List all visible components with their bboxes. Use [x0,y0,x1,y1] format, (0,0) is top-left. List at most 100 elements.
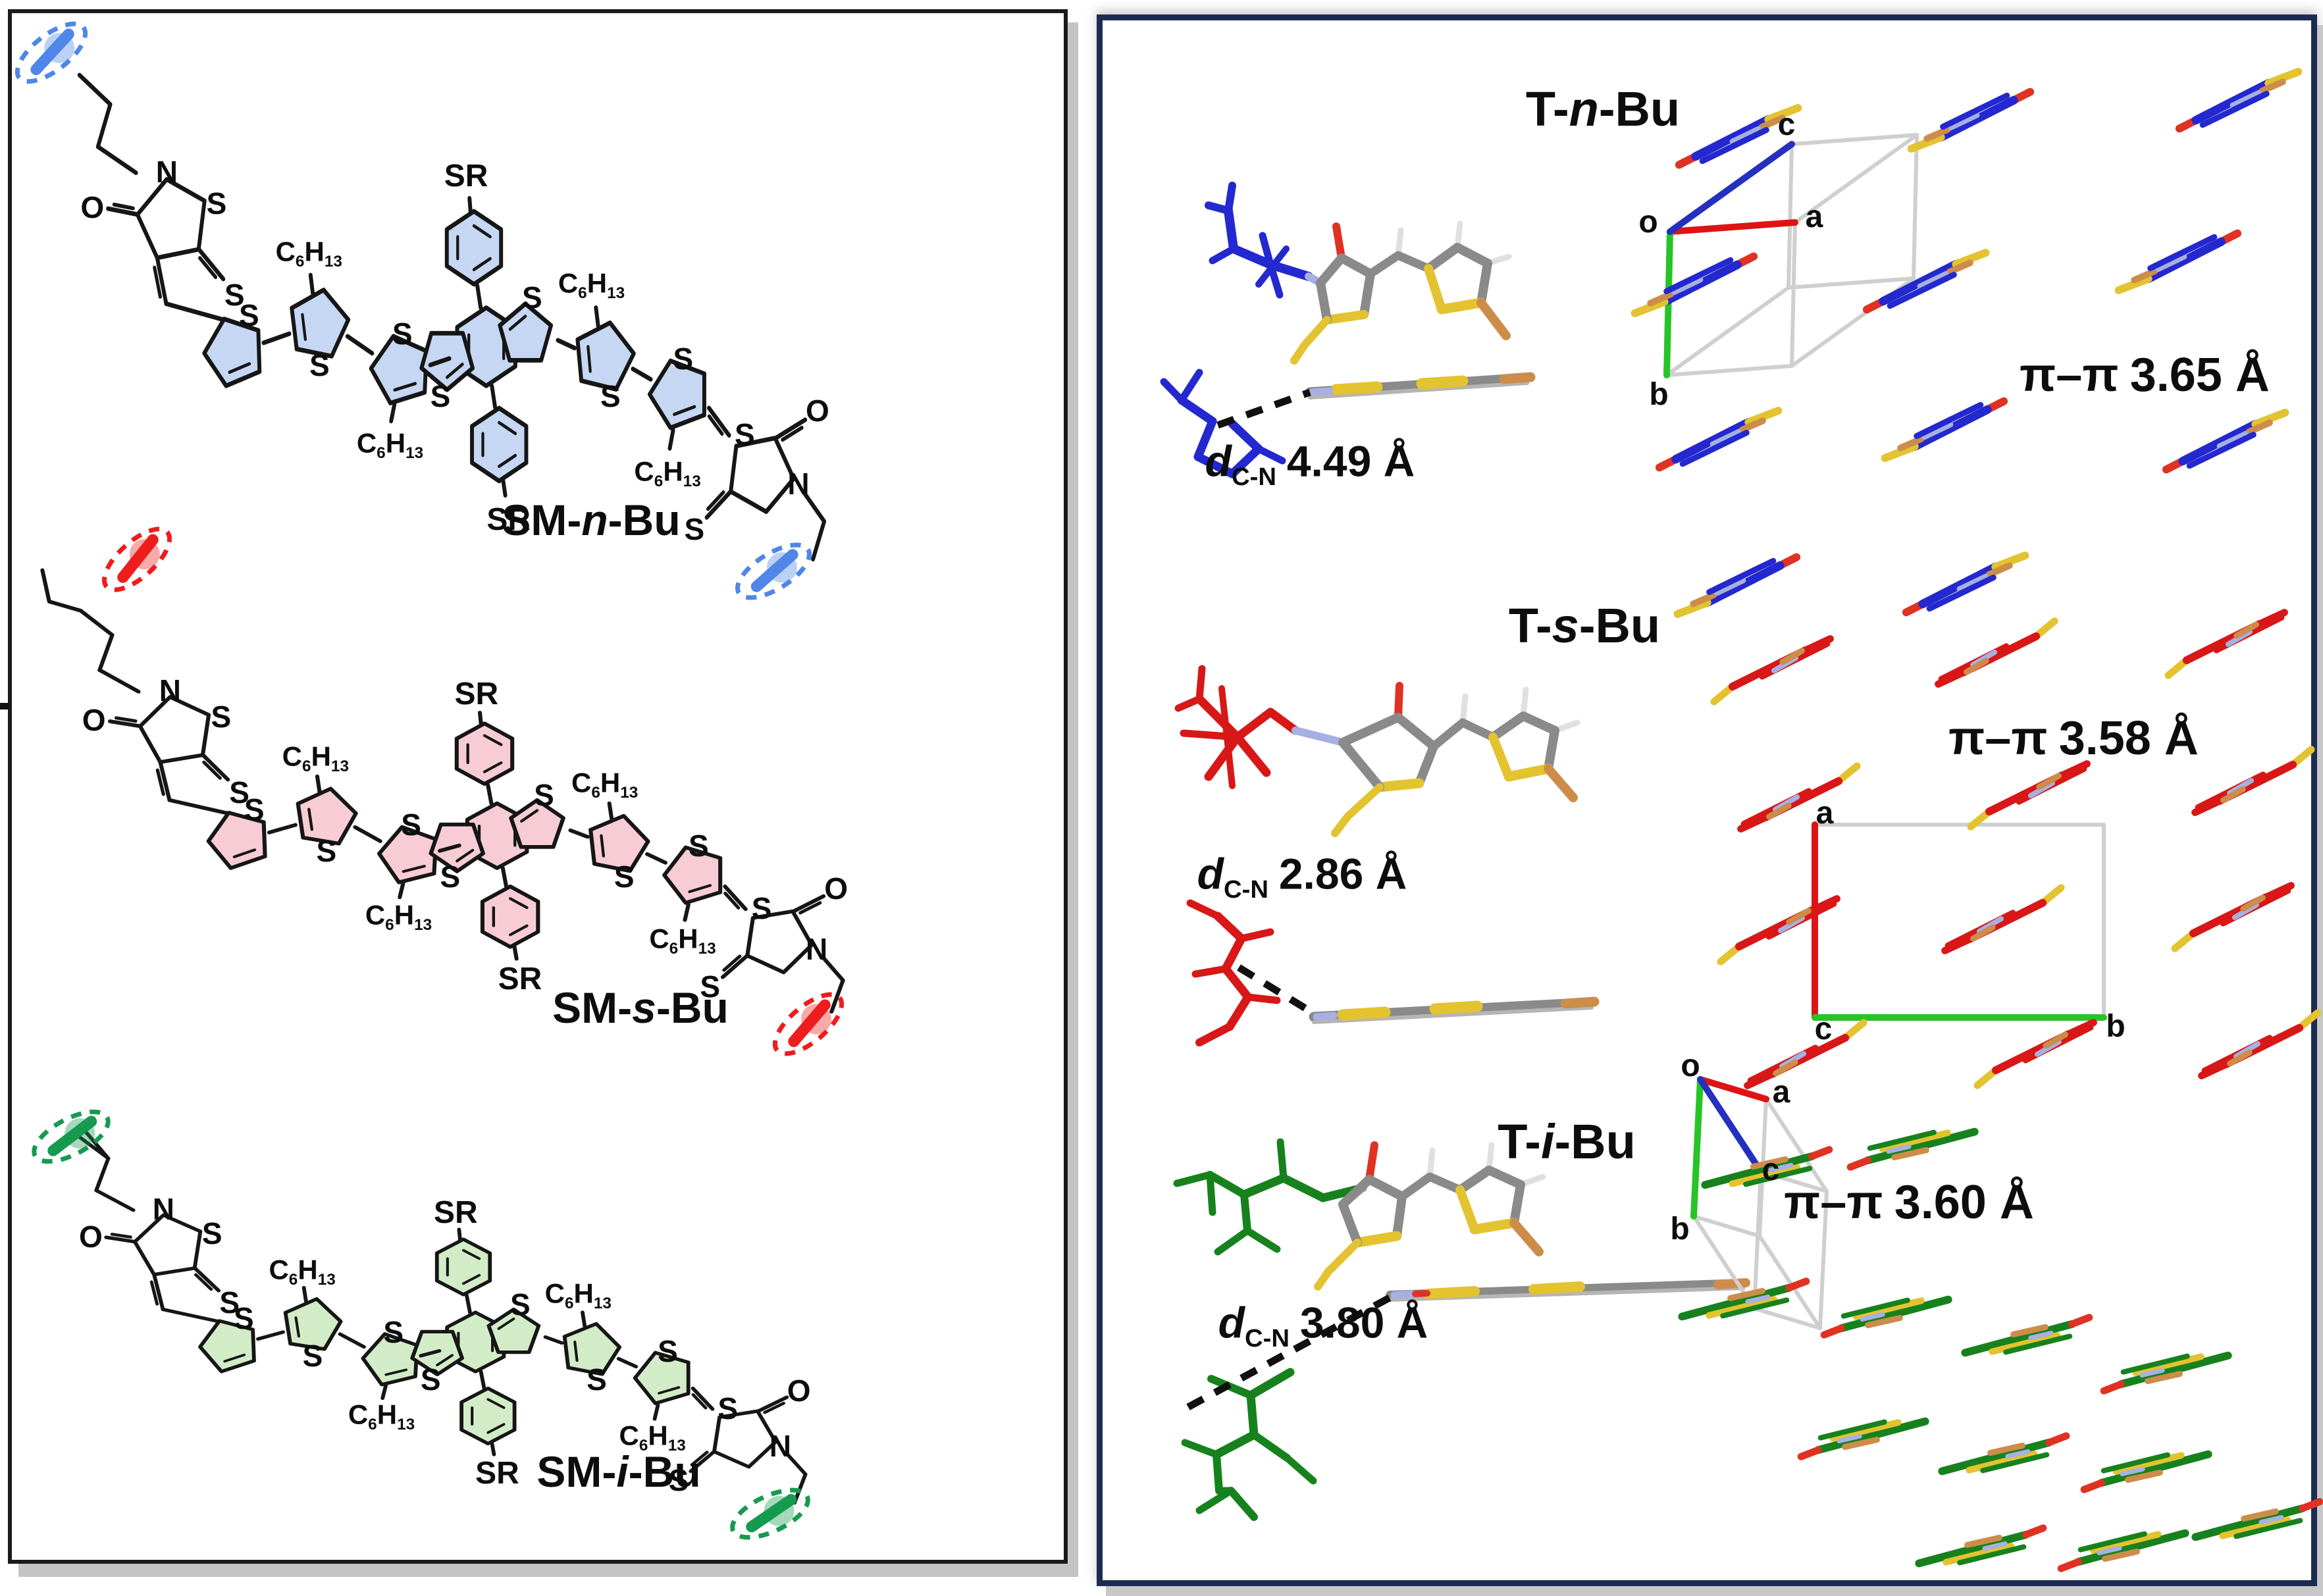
crystal-title: T-s-Bu [1509,602,1660,650]
text-part: H [600,767,621,798]
text-part: a [1772,1075,1790,1110]
packing-molecule [1673,553,1801,618]
atom-label-s: S [317,836,337,866]
text-part: S [201,1216,222,1250]
text-part: 13 [620,783,639,802]
text-part: 3.65 Å [2129,349,2270,401]
atom-label-s: S [658,1336,678,1366]
atom-label-s: S [309,350,330,380]
text-part: 6 [564,1294,574,1312]
text-part: N [159,673,181,708]
atom-label-s: S [587,1364,607,1395]
text-part: S [509,1287,531,1322]
atom-label-sr: SR [444,160,488,192]
text-part: S [316,833,337,868]
hexyl-label: C6H13 [357,429,423,462]
text-part: S [392,317,413,351]
text-part: S [238,298,259,333]
text-part: T- [1508,598,1552,653]
text-part: d [1197,849,1224,898]
text-part: 13 [683,473,701,490]
text-part: S [613,860,635,894]
atom-label-s: S [244,794,265,825]
text-part: c [1762,1152,1780,1187]
text-part: c [1814,1012,1833,1046]
molecule-label-SM-s-Bu: SM-s-Bu [552,986,729,1029]
text-part: S [668,1463,689,1497]
text-part: π–π [1948,712,2048,765]
text-part: S [735,417,755,451]
text-part: 13 [330,758,350,776]
atom-label-sr: SR [454,679,498,710]
text-part: -Bu [1579,598,1661,653]
packing-molecule [1967,760,2091,831]
text-part: H [663,455,683,487]
text-part: C [619,1420,639,1451]
axis-label-a: a [1816,798,1834,829]
atom-label-s: S [440,862,460,892]
atom-label-n: N [806,934,827,964]
text-part: s [632,983,656,1032]
text-part: C-N [1245,1324,1290,1353]
text-part: S [401,808,421,842]
text-part: b [2106,1009,2126,1044]
atom-label-s: S [431,381,451,411]
text-part: S [587,1362,607,1397]
text-part: S [689,828,709,863]
text-part: SR [498,961,542,996]
atom-label-s: S [234,1303,254,1333]
atom-label-s: S [669,1465,689,1495]
highlight-ellipse [772,992,845,1056]
atom-label-o: O [824,873,848,904]
atom-label-o: O [79,1222,103,1252]
text-part: N [155,154,178,189]
text-part: S [430,379,451,414]
text-part: d [1205,436,1232,486]
axis-label-a: a [1773,1077,1790,1108]
text-part: -Bu [628,1447,701,1496]
hexyl-label: C6H13 [558,269,625,301]
molecule-structure-SM-n-Bu [77,72,827,562]
atom-label-s: S [421,1364,441,1395]
text-part: O [787,1373,811,1408]
text-part: 6 [669,939,679,958]
packing-molecule [1737,762,1861,833]
highlight-ellipse [102,527,172,592]
text-part: 13 [607,284,625,302]
text-part: 6 [302,758,311,776]
text-part: SM- [552,983,633,1032]
text-part: o [1681,1048,1700,1083]
atom-label-s: S [239,300,259,330]
text-part: -Bu [656,983,729,1032]
packing-molecule [2164,609,2288,679]
hexyl-label: C6H13 [269,1256,335,1288]
text-part: 4.49 Å [1286,436,1415,486]
text-part: C [275,236,296,267]
axis-label-c: c [1778,109,1796,141]
text-part: S [751,890,772,925]
packing-molecule [1961,1314,2093,1357]
atom-label-s: S [224,280,245,310]
text-part: 6 [288,1270,298,1289]
packing-molecule [1678,1277,1810,1321]
dcn-label: dC-N 2.86 Å [1197,852,1407,903]
axis-label-b: b [1649,379,1668,411]
text-part: O [824,871,848,906]
text-part: 13 [317,1270,336,1289]
text-part: N [805,932,828,967]
packing-molecule [1902,552,2029,617]
text-part: H [573,1277,594,1309]
text-part: b [1649,377,1669,412]
packing-molecule [2057,1529,2189,1572]
text-part: H [648,1420,668,1451]
text-part: H [377,1399,398,1430]
text-part: C [544,1277,565,1309]
text-part: C [649,923,669,954]
atom-label-sr: SR [498,961,542,996]
text-part: -Bu [1598,82,1681,136]
packing-molecule [1655,407,1783,472]
atom-label-s: S [752,893,772,923]
text-part: S [219,1285,240,1320]
atom-label-s: S [401,810,421,840]
